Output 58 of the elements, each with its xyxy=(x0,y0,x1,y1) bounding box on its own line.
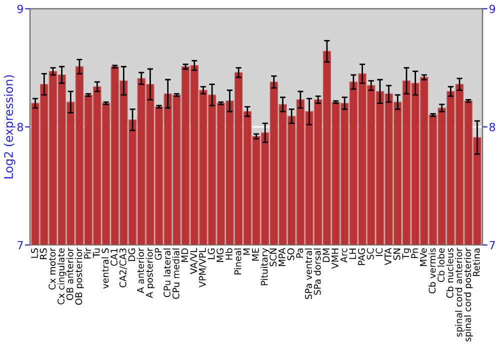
x-tick-label: MVe xyxy=(420,248,427,266)
x-tick-label: CA2/CA3 xyxy=(119,248,128,288)
x-tick-label: LH xyxy=(349,248,356,259)
x-tick-label: LG xyxy=(208,248,215,260)
x-tick-label: ventral S xyxy=(102,248,109,289)
x-tick-label: CPu lateral xyxy=(163,248,171,298)
x-tick-label: SO xyxy=(287,248,294,260)
x-tick-label: Cb lobe xyxy=(437,248,445,282)
x-tick-label: GP xyxy=(154,248,162,260)
x-tick-label: A posterior xyxy=(146,248,155,298)
x-tick-label: OB anterior xyxy=(66,248,74,300)
x-tick-label: Pituitary xyxy=(260,248,270,286)
x-tick-label: DM xyxy=(322,248,330,262)
x-tick-label: VA/VL xyxy=(190,248,198,274)
x-tick-label: PAG xyxy=(358,248,365,266)
x-tick-label: SCN xyxy=(270,248,277,266)
y2-tick-label: 9 xyxy=(489,4,496,14)
x-tick-label: A anterior xyxy=(136,248,144,294)
x-tick-label: spinal cord anterior xyxy=(455,248,464,337)
x-tick-label: CA1 xyxy=(110,248,118,266)
x-tick-label: MG xyxy=(216,248,224,262)
x-tick-label: Cx cingulate xyxy=(57,248,66,304)
x-tick-label: VMH xyxy=(332,248,338,269)
x-tick-label: OB posterior xyxy=(75,248,84,305)
x-tick-label: SPa dorsal xyxy=(314,248,321,295)
x-tick-label: Tg xyxy=(402,248,411,260)
y-tick-label: 8 xyxy=(17,122,23,132)
x-tick-label: MD xyxy=(181,248,188,262)
x-tick-label: Arc xyxy=(340,248,348,263)
y2-tick-label: 8 xyxy=(490,122,496,132)
x-tick-label: SC xyxy=(366,248,374,260)
x-tick-label: Cx motor xyxy=(48,248,56,290)
x-tick-label: IC xyxy=(376,248,383,256)
y-tick-label: 7 xyxy=(18,241,23,250)
x-tick-label: Tu xyxy=(93,248,100,258)
x-tick-label: VPM/VPL xyxy=(199,248,207,288)
x-tick-label: spinal cord posterior xyxy=(464,248,473,342)
x-tick-label: Cb nucleus xyxy=(446,248,454,298)
x-tick-label: DG xyxy=(128,248,136,262)
y2-tick-label: 7 xyxy=(490,241,495,250)
y-axis-title: Log2 (expression) xyxy=(4,75,16,178)
x-tick-label: Hb xyxy=(225,248,232,260)
x-tick-label: Pn xyxy=(411,248,418,258)
x-tick-label: VTA xyxy=(384,248,392,266)
y-tick-label: 9 xyxy=(17,4,23,14)
x-tick-label: CPu medial xyxy=(172,248,180,299)
x-tick-label: SN xyxy=(393,248,400,260)
x-tick-label: Pir xyxy=(84,248,91,259)
x-tick-label: Retina xyxy=(472,248,480,276)
x-tick-label: Pa xyxy=(296,248,304,258)
x-tick-label: ME xyxy=(252,248,259,261)
x-tick-label: MPA xyxy=(278,248,286,266)
x-tick-label: SPa ventral xyxy=(304,248,312,300)
x-tick-label: LS xyxy=(31,248,38,258)
x-tick-label: Cb vermis xyxy=(428,248,436,294)
x-tick-label: RS xyxy=(40,248,47,260)
x-tick-label: M xyxy=(243,248,250,255)
x-tick-label: Pineal xyxy=(234,248,242,274)
